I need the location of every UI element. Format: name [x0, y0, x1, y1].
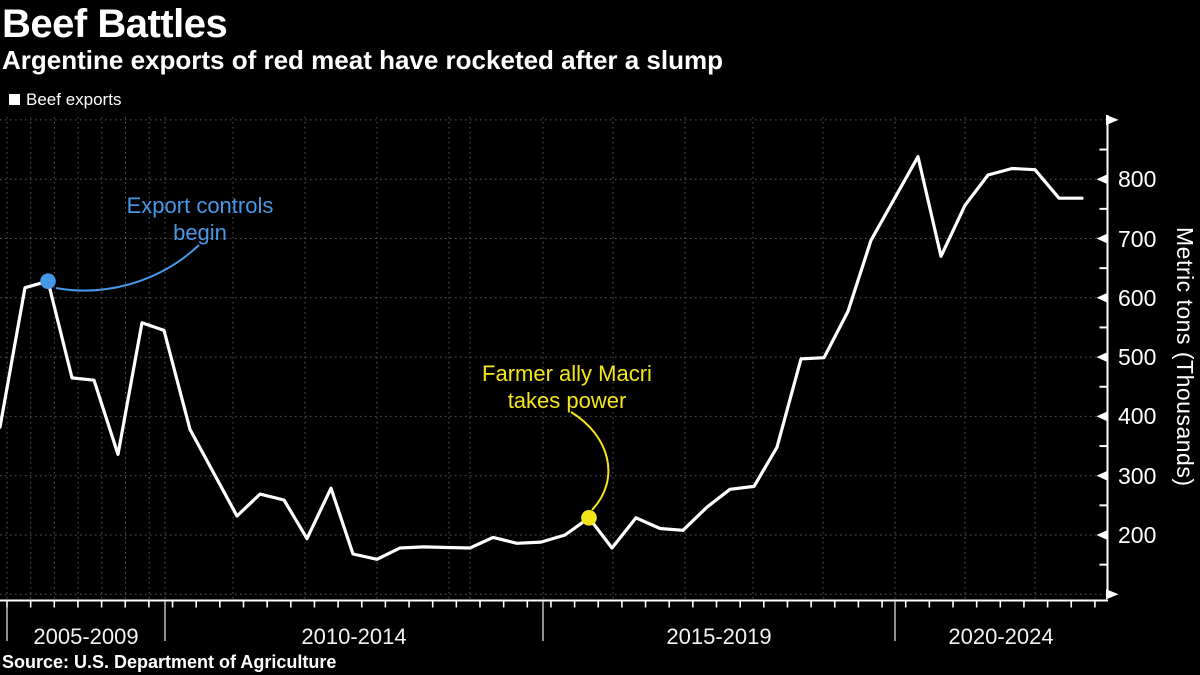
y-axis-major-tick — [1096, 233, 1108, 244]
y-axis-tick-label: 300 — [1118, 462, 1157, 489]
annotation-leader-macri-takes-power — [570, 411, 610, 511]
x-axis-group-label: 2020-2024 — [948, 624, 1054, 649]
y-axis-tick-label: 500 — [1118, 344, 1157, 371]
source-line: Source: U.S. Department of Agriculture — [2, 652, 337, 672]
gridline-end-arrow — [1106, 589, 1119, 600]
legend-label: Beef exports — [26, 90, 122, 109]
legend-swatch — [9, 94, 20, 105]
y-axis-major-tick — [1096, 411, 1108, 422]
y-axis-tick-label: 400 — [1118, 403, 1157, 430]
y-axis-major-tick — [1096, 174, 1108, 185]
annotation-macri-line2: takes power — [507, 388, 627, 413]
annotation-export-controls: Export controls begin — [90, 192, 310, 246]
y-axis-tick-label: 600 — [1118, 284, 1157, 311]
series-line-beef-exports — [0, 155, 1084, 561]
x-axis-group-label: 2010-2014 — [301, 624, 407, 649]
y-axis-title: Metric tons (Thousands) — [1172, 227, 1198, 487]
annotation-export-controls-line2: begin — [173, 220, 227, 245]
annotation-macri-line1: Farmer ally Macri — [482, 361, 652, 386]
y-axis-tick-label: 200 — [1118, 522, 1157, 548]
y-axis-tick-label: 800 — [1118, 166, 1157, 193]
annotation-export-controls-line1: Export controls — [126, 193, 274, 218]
y-axis-major-tick — [1096, 352, 1108, 363]
annotation-macri: Farmer ally Macri takes power — [437, 360, 697, 414]
y-axis-major-tick — [1096, 292, 1108, 303]
y-axis-major-tick — [1096, 530, 1108, 540]
y-axis-major-tick — [1096, 470, 1108, 481]
chart-subtitle: Argentine exports of red meat have rocke… — [2, 45, 723, 75]
annotation-dot-macri-takes-power — [581, 510, 597, 526]
gridline-end-arrow — [1106, 114, 1119, 126]
annotation-dot-export-controls — [40, 273, 56, 289]
y-axis-tick-label: 700 — [1118, 225, 1157, 252]
x-axis-group-label: 2005-2009 — [33, 624, 139, 649]
annotation-leader-export-controls — [55, 244, 200, 292]
x-axis-group-label: 2015-2019 — [666, 624, 772, 649]
chart-title: Beef Battles — [2, 2, 228, 46]
